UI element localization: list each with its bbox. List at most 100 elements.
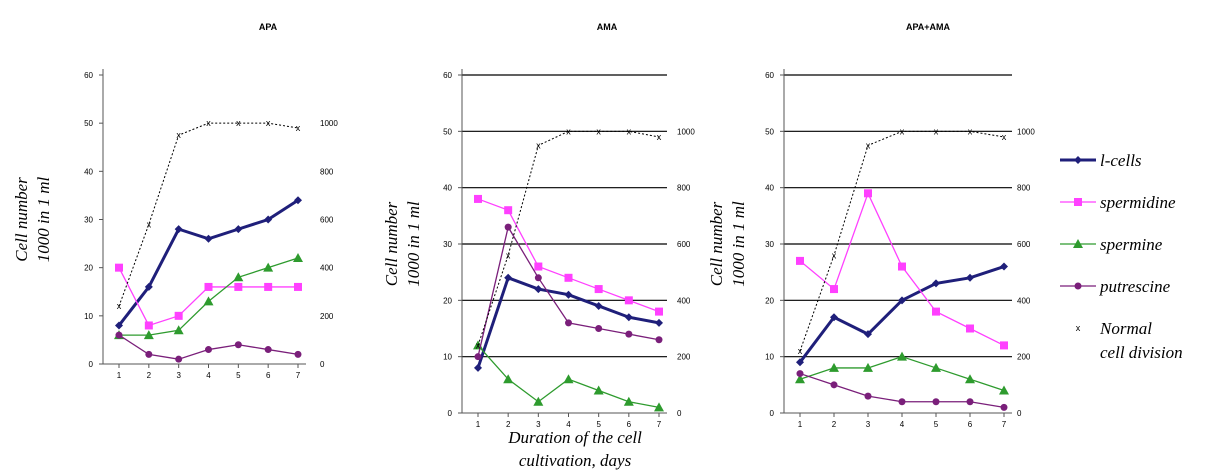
x-tick-label: 5 bbox=[596, 420, 601, 429]
legend-item-spermidine: spermidine bbox=[1060, 193, 1176, 212]
data-point: x bbox=[296, 123, 301, 133]
data-point bbox=[504, 206, 513, 215]
data-point bbox=[595, 325, 603, 332]
series-spermidine bbox=[115, 263, 302, 330]
y-tick-label: 30 bbox=[765, 240, 774, 249]
data-point bbox=[204, 282, 213, 291]
y-tick-label: 20 bbox=[765, 296, 774, 305]
data-point bbox=[174, 225, 183, 234]
x-tick-label: 1 bbox=[798, 420, 803, 429]
y2-tick-label: 400 bbox=[320, 264, 334, 273]
data-point bbox=[534, 262, 543, 271]
data-point: x bbox=[236, 118, 241, 128]
data-point bbox=[115, 331, 123, 339]
y-axis-label-line2: 1000 in 1 ml bbox=[729, 201, 748, 287]
data-point bbox=[931, 362, 941, 372]
x-axis-label-line1: Duration of the cell bbox=[507, 428, 642, 447]
data-point bbox=[115, 263, 123, 272]
data-point bbox=[203, 296, 214, 306]
data-point: x bbox=[176, 130, 181, 140]
data-point: x bbox=[1002, 132, 1007, 142]
y-tick-label: 40 bbox=[84, 167, 93, 176]
data-point bbox=[534, 285, 543, 294]
y-tick-label: 50 bbox=[765, 127, 774, 136]
legend-label: l-cells bbox=[1100, 151, 1142, 170]
series-l-cells bbox=[115, 196, 302, 330]
data-point: x bbox=[476, 340, 481, 350]
legend-marker bbox=[1074, 198, 1082, 206]
data-point bbox=[999, 385, 1009, 395]
data-point: x bbox=[900, 126, 905, 136]
y-tick-label: 30 bbox=[84, 216, 93, 225]
y2-tick-label: 400 bbox=[677, 296, 691, 305]
x-tick-label: 7 bbox=[657, 420, 662, 429]
y-tick-label: 60 bbox=[765, 71, 774, 80]
data-point bbox=[795, 374, 805, 384]
data-point bbox=[173, 325, 184, 335]
legend-label: spermidine bbox=[1100, 193, 1176, 212]
y2-tick-label: 600 bbox=[1017, 240, 1031, 249]
x-tick-label: 4 bbox=[566, 420, 571, 429]
y2-tick-label: 200 bbox=[677, 353, 691, 362]
data-point bbox=[932, 279, 940, 288]
x-tick-label: 7 bbox=[296, 371, 301, 380]
data-point bbox=[264, 282, 273, 291]
chart-title: AMA bbox=[597, 22, 618, 32]
data-point bbox=[830, 285, 838, 294]
data-point bbox=[624, 313, 633, 322]
series-spermidine bbox=[474, 194, 663, 316]
data-point bbox=[504, 273, 513, 282]
data-point bbox=[474, 353, 482, 361]
data-point bbox=[564, 290, 573, 299]
data-point: x bbox=[627, 126, 632, 136]
data-point bbox=[864, 330, 872, 339]
y2-tick-label: 200 bbox=[1017, 353, 1031, 362]
y-tick-label: 50 bbox=[84, 119, 93, 128]
data-point bbox=[204, 234, 213, 243]
data-point bbox=[898, 296, 906, 305]
data-point: x bbox=[147, 219, 152, 229]
series-spermine bbox=[795, 351, 1009, 395]
legend-item-l-cells: l-cells bbox=[1060, 151, 1142, 170]
y-tick-label: 30 bbox=[443, 240, 452, 249]
series-l-cells bbox=[796, 262, 1008, 367]
y2-tick-label: 400 bbox=[1017, 296, 1031, 305]
y-tick-label: 10 bbox=[443, 353, 452, 362]
data-point bbox=[115, 321, 123, 330]
data-point bbox=[594, 301, 603, 310]
data-point bbox=[504, 223, 512, 231]
y-tick-label: 0 bbox=[770, 409, 775, 418]
y2-tick-label: 800 bbox=[677, 184, 691, 193]
data-point bbox=[655, 307, 663, 316]
series-spermidine bbox=[796, 189, 1008, 350]
x-tick-label: 5 bbox=[236, 371, 241, 380]
data-point bbox=[829, 362, 839, 372]
legend: l-cells spermidine spermine putrescine x Norm… bbox=[1060, 151, 1183, 362]
series-putrescine bbox=[474, 223, 663, 361]
data-point: x bbox=[206, 118, 211, 128]
y-tick-label: 20 bbox=[443, 296, 452, 305]
x-tick-label: 2 bbox=[506, 420, 511, 429]
data-point bbox=[234, 225, 243, 234]
data-point: x bbox=[536, 140, 541, 150]
y2-tick-label: 0 bbox=[320, 360, 325, 369]
data-point bbox=[863, 362, 873, 372]
data-point bbox=[796, 358, 804, 367]
data-point bbox=[564, 273, 573, 282]
data-point bbox=[293, 253, 303, 263]
legend-item-spermine: spermine bbox=[1060, 235, 1163, 254]
data-point: x bbox=[968, 126, 973, 136]
x-tick-label: 5 bbox=[934, 420, 939, 429]
y-axis-label-line1: Cell number bbox=[707, 201, 726, 286]
x-tick-label: 3 bbox=[176, 371, 181, 380]
x-tick-label: 6 bbox=[968, 420, 973, 429]
series-normal: x x x x x x x bbox=[476, 126, 662, 350]
y-tick-label: 50 bbox=[443, 127, 452, 136]
data-point bbox=[897, 351, 907, 361]
y-tick-label: 40 bbox=[765, 184, 774, 193]
y2-tick-label: 1000 bbox=[1017, 127, 1035, 136]
data-point: x bbox=[798, 346, 803, 356]
data-point bbox=[533, 396, 544, 406]
